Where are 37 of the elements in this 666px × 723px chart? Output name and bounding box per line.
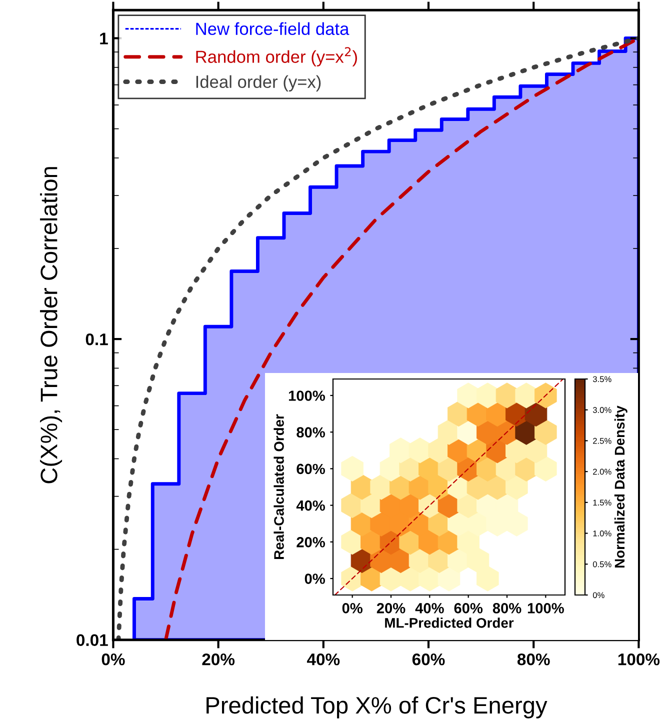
y-tick-label: 100% (288, 390, 325, 401)
x-axis-title: ML-Predicted Order (385, 618, 514, 628)
y-tick-label: 1 (100, 32, 108, 44)
legend-label: Ideal order (y=x) (196, 75, 321, 92)
x-tick-label: 80% (492, 603, 522, 614)
y-tick-label: 0.1 (86, 333, 108, 346)
x-tick-label: 0% (102, 653, 125, 666)
x-tick-label: 0% (342, 603, 362, 614)
x-tick-label: 20% (376, 603, 406, 614)
color-bar-label: 1.0% (593, 530, 612, 536)
x-axis-title: Predicted Top X% of Cr's Energy (206, 696, 548, 718)
y-tick-label: 60% (296, 464, 325, 474)
y-tick-label: 20% (296, 537, 325, 548)
x-tick-label: 40% (306, 653, 340, 666)
y-tick-label: 40% (296, 500, 325, 511)
x-tick-label: 40% (415, 603, 444, 614)
color-bar-title: Normalized Data Density (614, 406, 628, 568)
x-tick-label: 100% (618, 653, 660, 666)
y-tick-label: 0.01 (76, 634, 108, 646)
x-tick-label: 60% (454, 603, 483, 614)
color-bar-label: 1.5% (593, 500, 612, 506)
legend-label: New force-field data (196, 22, 350, 36)
x-tick-label: 20% (202, 653, 235, 666)
color-bar-label: 3.5% (592, 376, 612, 382)
y-axis-title: C(X%), True Order Correlation (40, 167, 62, 484)
y-tick-label: 0% (304, 574, 325, 584)
x-tick-label: 100% (528, 603, 564, 614)
x-tick-label: 80% (517, 653, 550, 666)
x-tick-label: 60% (412, 653, 445, 666)
color-bar-label: 0% (592, 592, 604, 598)
color-bar-label: 2.5% (593, 438, 612, 444)
legend-label: Random order (y=x$^{2}$) (196, 47, 357, 66)
y-tick-label: 80% (296, 427, 325, 438)
color-bar-label: 2.0% (593, 468, 612, 475)
y-axis-title: Real-Calculated Order (274, 414, 284, 560)
color-bar-label: 3.0% (592, 407, 612, 413)
color-bar-label: 0.5% (592, 561, 612, 568)
